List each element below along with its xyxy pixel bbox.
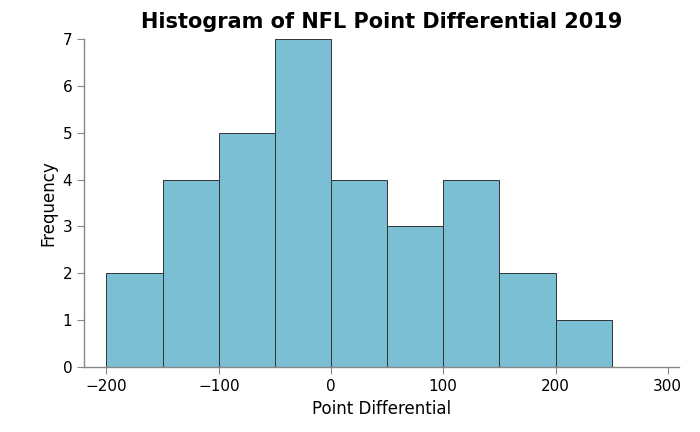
Bar	[331, 180, 387, 367]
Bar	[275, 39, 331, 367]
Title: Histogram of NFL Point Differential 2019: Histogram of NFL Point Differential 2019	[141, 12, 622, 32]
X-axis label: Point Differential: Point Differential	[312, 400, 451, 418]
Bar	[443, 180, 499, 367]
Bar	[387, 226, 443, 367]
Bar	[556, 320, 612, 367]
Bar	[162, 180, 218, 367]
Bar	[106, 273, 162, 367]
Bar	[499, 273, 556, 367]
Y-axis label: Frequency: Frequency	[39, 160, 57, 246]
Bar	[218, 133, 275, 367]
